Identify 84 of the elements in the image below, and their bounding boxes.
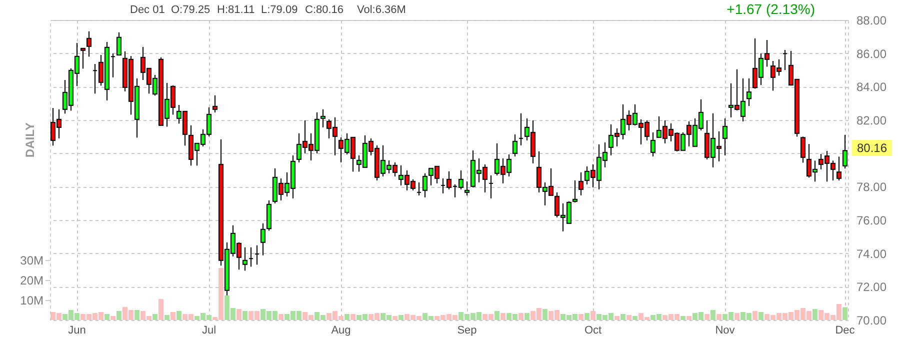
bar: [578, 314, 584, 320]
candlestick: [260, 222, 266, 256]
bar: [704, 314, 710, 320]
bar: [584, 313, 590, 320]
y2-tick-label: 20M: [20, 274, 44, 288]
y-tick-label: 70.00: [856, 314, 887, 328]
x-tick-label: Jul: [202, 324, 216, 336]
bar: [158, 299, 164, 320]
y2-tick-label: 30M: [20, 254, 44, 268]
candlestick: [116, 32, 122, 56]
bar: [494, 311, 500, 320]
bar: [164, 315, 170, 320]
bar: [632, 316, 638, 320]
bar: [752, 311, 758, 320]
y-tick-label: 82.00: [856, 114, 887, 128]
bar: [734, 313, 740, 320]
x-tick-label: Oct: [584, 324, 602, 336]
bar: [842, 307, 848, 320]
text: +1.67 (2.13%): [726, 1, 815, 17]
candlestick: [842, 134, 848, 169]
bar: [110, 316, 116, 320]
bar: [170, 312, 176, 320]
bar: [344, 314, 350, 320]
bar: [242, 311, 248, 320]
bar: [278, 314, 284, 320]
x-tick-label: Jun: [68, 324, 86, 336]
bar: [134, 310, 140, 320]
y-tick-label: 72.00: [856, 280, 887, 294]
text: 80.16: [856, 141, 888, 155]
y-tick-label: 74.00: [856, 246, 887, 261]
candlestick: [722, 118, 728, 156]
y-tick-label: 88.00: [856, 14, 887, 28]
text: DAILY: [23, 122, 37, 158]
text: Vol:6.36M: [357, 4, 406, 16]
x-tick-label: Sep: [457, 324, 477, 336]
bar: [812, 309, 818, 320]
bar: [542, 309, 548, 320]
text: L:79.09: [261, 4, 298, 16]
bar: [518, 313, 524, 320]
x-tick-label: Dec: [835, 324, 856, 336]
candlestick: [572, 180, 578, 203]
candlestick: [242, 246, 248, 272]
bar: [716, 314, 722, 320]
bar: [620, 314, 626, 320]
bar: [710, 310, 716, 320]
candlestick: [746, 78, 752, 106]
y-tick-label: 78.00: [856, 180, 887, 194]
bar: [398, 315, 404, 320]
candlestick: [800, 136, 806, 164]
candlestick: [320, 108, 326, 128]
candlestick: [512, 134, 518, 157]
bar: [500, 313, 506, 320]
text: O:79.25: [171, 4, 210, 16]
bar: [350, 314, 356, 320]
bar: [104, 314, 110, 320]
bar: [614, 316, 620, 320]
bar: [176, 311, 182, 320]
bar: [236, 309, 242, 320]
candlestick: [650, 132, 656, 157]
candlestick: [464, 180, 470, 196]
y-tick-label: 76.00: [856, 214, 887, 228]
bar: [626, 315, 632, 320]
text: Dec 01: [130, 4, 165, 16]
bar: [590, 311, 596, 320]
x-tick-label: Nov: [715, 324, 736, 336]
y2-tick-label: 10M: [20, 294, 44, 308]
candlestick: [86, 30, 92, 58]
text: H:81.11: [217, 4, 255, 16]
bar: [686, 316, 692, 320]
bar: [152, 314, 158, 320]
bar: [116, 311, 122, 320]
x-tick-label: Aug: [331, 324, 351, 336]
text: C:80.16: [305, 4, 344, 16]
bar: [758, 312, 764, 320]
candlestick: [80, 48, 86, 70]
bar: [524, 313, 530, 320]
candlestick: [836, 156, 842, 181]
candlestick: [422, 172, 428, 198]
y-tick-label: 86.00: [856, 46, 887, 61]
bar: [392, 316, 398, 320]
y-tick-label: 84.00: [856, 80, 887, 94]
candlestick: [578, 172, 584, 196]
bar: [680, 316, 686, 320]
candlestick: [212, 94, 218, 113]
